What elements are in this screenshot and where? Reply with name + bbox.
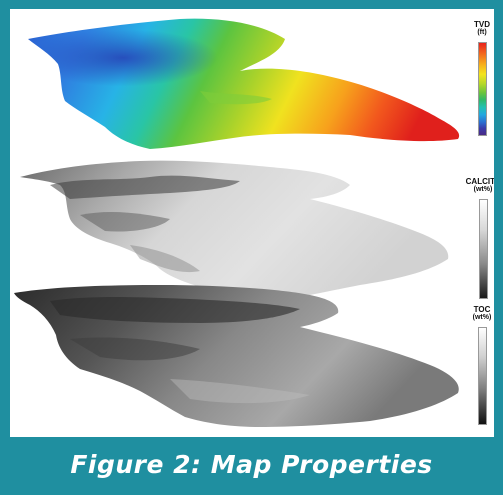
tvd-colorbar (478, 42, 487, 136)
tvd-legend-unit: (ft) (477, 29, 487, 36)
toc-legend-unit: (wt%) (472, 314, 492, 321)
toc-map (14, 285, 459, 427)
calcite-legend-title: CALCITE (465, 177, 494, 186)
figure-caption: Figure 2: Map Properties (70, 450, 433, 479)
tvd-legend: TVD (ft) (462, 20, 494, 136)
tvd-legend-title: TVD (474, 20, 490, 29)
tvd-map (28, 18, 460, 150)
figure-panel: TVD (ft) CALCITE (wt%) TOC (wt%) (10, 9, 494, 437)
toc-colorbar (478, 327, 487, 425)
property-maps (14, 18, 460, 427)
calcite-legend: CALCITE (wt%) (460, 177, 494, 299)
calcite-map (20, 160, 449, 297)
toc-legend-title: TOC (473, 305, 491, 314)
toc-legend: TOC (wt%) (462, 305, 494, 425)
calcite-legend-unit: (wt%) (473, 186, 493, 193)
calcite-colorbar (479, 199, 488, 299)
